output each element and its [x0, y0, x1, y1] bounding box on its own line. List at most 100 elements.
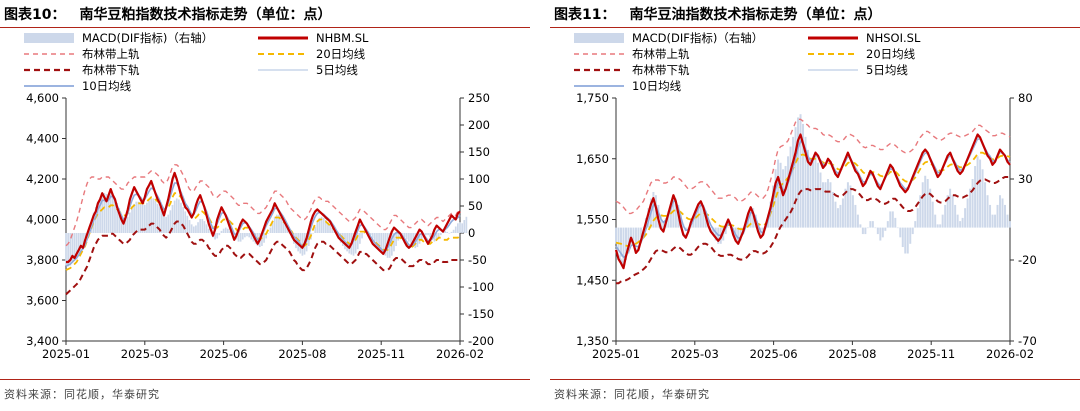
legend-label: 布林带上轨	[82, 47, 140, 61]
macd-bar	[946, 195, 949, 228]
macd-bar	[84, 233, 87, 239]
macd-bar	[352, 233, 355, 256]
macd-bar	[180, 202, 182, 233]
macd-bar	[165, 216, 167, 233]
macd-bar	[384, 233, 387, 256]
macd-bar	[949, 188, 952, 228]
legend-item-lower: 布林带下轨	[574, 63, 690, 77]
macd-bar	[879, 227, 882, 241]
macd-bar	[889, 211, 892, 228]
macd-bar	[433, 233, 436, 242]
macd-bar	[248, 233, 251, 238]
macd-bar	[839, 204, 842, 228]
macd-bar	[197, 222, 199, 233]
macd-bar	[869, 221, 872, 228]
macd-bar	[799, 114, 802, 228]
macd-bar	[275, 214, 278, 233]
macd-bar	[829, 182, 832, 228]
macd-bar	[354, 233, 357, 254]
macd-bar	[779, 162, 782, 228]
macd-bar	[876, 227, 879, 235]
figure-label: 图表11：	[554, 7, 616, 23]
title-rule	[550, 27, 1080, 28]
macd-bar	[714, 227, 717, 241]
chart-panel-1: 图表10： 南华豆粕指数技术指标走势（单位：点） 3,400 3,600 3,800 4…	[0, 0, 530, 411]
macd-bar	[944, 204, 947, 228]
y-left-tick-label: 4,200	[26, 172, 59, 186]
macd-bar	[669, 204, 672, 228]
macd-bar	[395, 233, 397, 246]
macd-bar	[94, 207, 97, 233]
macd-bar	[819, 172, 822, 228]
macd-bar	[941, 214, 944, 228]
macd-bar	[67, 233, 69, 267]
macd-bar	[1006, 214, 1009, 228]
macd-bar	[135, 201, 138, 233]
macd-bar	[199, 218, 202, 233]
macd-bar	[233, 233, 236, 237]
macd-bar	[241, 233, 244, 240]
macd-bar	[182, 207, 184, 233]
macd-bar	[959, 221, 962, 228]
y-left-tick-label: 1,750	[576, 91, 609, 105]
macd-bar	[239, 233, 242, 242]
macd-bar	[916, 208, 919, 228]
macd-bar	[152, 198, 155, 233]
y-right-tick-label: 50	[468, 199, 483, 213]
macd-bar	[118, 208, 121, 233]
y-right-tick-label: 30	[1018, 172, 1033, 186]
series-line-main	[66, 171, 461, 264]
macd-bar	[148, 200, 150, 233]
macd-bar	[314, 226, 317, 233]
series-line-main	[614, 133, 1011, 270]
macd-bar	[692, 217, 695, 228]
x-tick-label: 2025-03	[121, 347, 169, 361]
legend-item-ma20: 20日均线	[808, 47, 916, 61]
macd-bar	[789, 146, 792, 228]
legend-item-lower: 布林带下轨	[24, 63, 140, 77]
macd-bar	[263, 233, 265, 243]
macd-bar	[984, 182, 987, 228]
macd-bar	[75, 233, 78, 258]
macd-bar	[881, 227, 884, 238]
macd-bar	[324, 220, 327, 233]
macd-bar	[101, 194, 104, 233]
macd-bar	[80, 233, 82, 250]
macd-bar	[156, 203, 159, 233]
macd-bar	[214, 233, 216, 240]
macd-bar	[220, 230, 223, 233]
macd-bar	[994, 214, 997, 228]
macd-bar	[171, 204, 174, 233]
macd-bar	[418, 233, 421, 244]
y-left-tick-label: 3,400	[26, 334, 59, 348]
macd-bar	[361, 233, 363, 239]
source-note: 资料来源：同花顺，华泰研究	[4, 388, 160, 401]
macd-bar	[126, 216, 129, 233]
macd-bar	[435, 233, 438, 241]
macd-bar	[369, 233, 372, 236]
macd-bar	[403, 233, 406, 238]
macd-bar	[405, 233, 408, 240]
bottom-rule	[550, 379, 1080, 380]
macd-bar	[186, 215, 189, 233]
macd-bar	[107, 194, 110, 233]
macd-bar	[114, 198, 116, 233]
y-right-tick-label: 100	[468, 172, 490, 186]
macd-bar	[448, 233, 451, 234]
macd-bar	[914, 221, 917, 228]
macd-bar	[267, 233, 270, 234]
x-tick-label: 2025-03	[671, 347, 719, 361]
legend-swatch	[574, 33, 624, 43]
macd-bar	[662, 221, 665, 228]
y-right-tick-label: -50	[468, 253, 487, 267]
macd-bar	[105, 194, 108, 233]
series-line-lower	[65, 220, 460, 296]
macd-bar	[420, 233, 423, 241]
macd-bar	[73, 233, 76, 260]
macd-bar	[712, 227, 715, 235]
macd-bar	[812, 159, 814, 228]
macd-bar	[380, 233, 383, 252]
macd-bar	[846, 182, 849, 228]
x-tick-label: 2025-08	[278, 347, 326, 361]
macd-bar	[619, 227, 622, 257]
